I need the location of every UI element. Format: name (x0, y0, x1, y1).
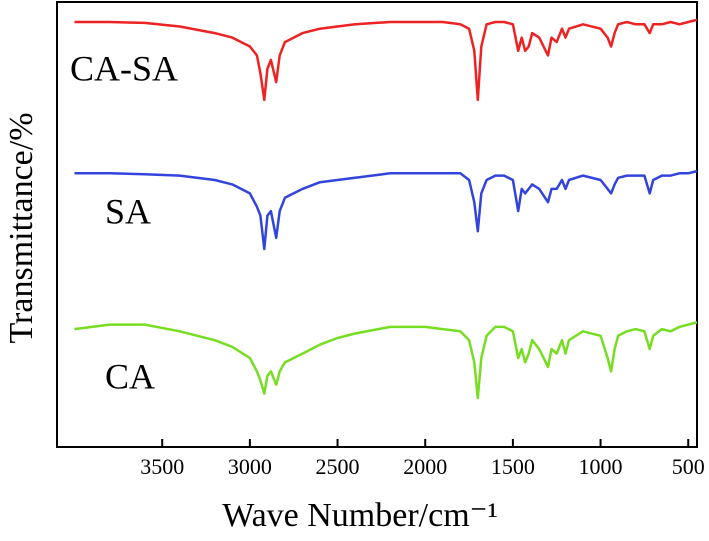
spectrum-line (74, 169, 698, 251)
x-axis-label: Wave Number/cm⁻¹ (222, 497, 498, 534)
series-label: SA (105, 191, 151, 231)
plot-frame (56, 1, 698, 448)
x-tick-label: 1000 (579, 454, 623, 479)
x-tick-label: 2000 (403, 454, 447, 479)
series-label: CA (105, 356, 155, 396)
x-tick-label: 2500 (316, 454, 360, 479)
spectrum-line (74, 18, 698, 102)
spectrum-line (74, 321, 698, 400)
series-label: CA-SA (70, 48, 178, 88)
x-tick-label: 3000 (228, 454, 272, 479)
x-tick-label: 1500 (491, 454, 535, 479)
y-axis-label: Transmittance/% (3, 112, 40, 343)
x-tick-label: 3500 (140, 454, 184, 479)
x-tick-label: 500 (672, 454, 705, 479)
